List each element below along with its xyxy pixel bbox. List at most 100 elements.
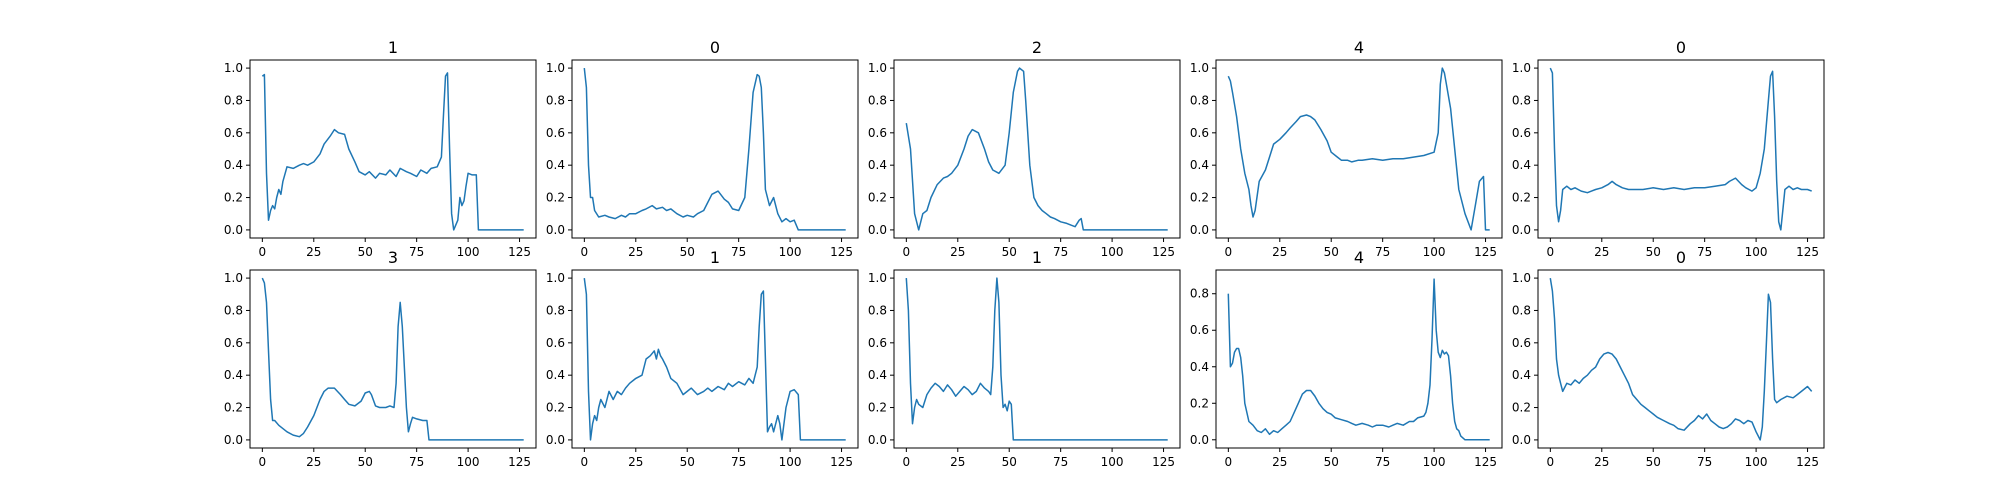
x-tick-label: 75 (409, 245, 424, 259)
x-tick-label: 25 (306, 245, 321, 259)
x-tick-label: 50 (1002, 455, 1017, 469)
x-tick-label: 75 (1697, 245, 1712, 259)
y-tick-label: 0.6 (224, 126, 243, 140)
y-tick-label: 0.2 (868, 401, 887, 415)
y-tick-label: 1.0 (224, 271, 243, 285)
y-tick-label: 0.0 (1190, 223, 1209, 237)
axes-frame (571, 269, 859, 449)
y-tick-label: 0.0 (1512, 223, 1531, 237)
x-tick-label: 125 (1152, 245, 1175, 259)
subplot-4: 0 25 50 75 100 125 0.0 0.2 0.4 0.6 0.8 1.0 4 (1190, 38, 1503, 259)
x-tick-label: 50 (1646, 245, 1661, 259)
subplot-title: 3 (388, 248, 398, 267)
x-tick-label: 0 (903, 245, 911, 259)
x-tick-label: 75 (1697, 455, 1712, 469)
x-tick-label: 125 (508, 245, 531, 259)
x-tick-label: 100 (1101, 245, 1124, 259)
y-tick-label: 1.0 (868, 61, 887, 75)
x-tick-label: 0 (259, 245, 267, 259)
y-tick-label: 0.4 (1190, 360, 1209, 374)
x-tick-label: 50 (680, 455, 695, 469)
y-tick-label: 0.2 (1190, 396, 1209, 410)
x-tick-label: 0 (1547, 245, 1555, 259)
subplot-7: 0 25 50 75 100 125 0.0 0.2 0.4 0.6 0.8 1.0 1 (546, 248, 859, 469)
x-tick-label: 125 (1474, 245, 1497, 259)
series-line (1227, 278, 1490, 441)
x-tick-label: 25 (628, 455, 643, 469)
axes-frame (1215, 59, 1503, 239)
axes-frame (249, 269, 537, 449)
x-tick-label: 50 (358, 455, 373, 469)
y-tick-label: 0.2 (546, 191, 565, 205)
x-tick-label: 25 (306, 455, 321, 469)
y-tick-label: 0.2 (868, 191, 887, 205)
x-tick-label: 75 (1053, 245, 1068, 259)
x-tick-label: 75 (1375, 245, 1390, 259)
x-tick-label: 75 (1375, 455, 1390, 469)
x-tick-label: 25 (1594, 245, 1609, 259)
y-tick-label: 1.0 (224, 61, 243, 75)
y-tick-label: 0.6 (1190, 323, 1209, 337)
y-tick-label: 0.4 (1512, 158, 1531, 172)
y-tick-label: 0.6 (868, 126, 887, 140)
subplot-6: 0 25 50 75 100 125 0.0 0.2 0.4 0.6 0.8 1.0 3 (224, 248, 537, 469)
y-tick-label: 0.0 (868, 433, 887, 447)
x-tick-label: 50 (1002, 245, 1017, 259)
y-tick-label: 0.6 (1190, 126, 1209, 140)
subplot-title: 1 (710, 248, 720, 267)
x-tick-label: 50 (1324, 455, 1339, 469)
subplot-9: 0 25 50 75 100 125 0.0 0.2 0.4 0.6 0.8 4 (1190, 248, 1503, 469)
y-tick-label: 0.4 (224, 368, 243, 382)
y-tick-label: 0.6 (224, 336, 243, 350)
x-tick-label: 100 (457, 455, 480, 469)
x-tick-label: 100 (1745, 455, 1768, 469)
subplot-title: 0 (1676, 248, 1686, 267)
series-line (1549, 277, 1813, 441)
y-tick-label: 0.8 (1512, 93, 1531, 107)
y-tick-label: 0.2 (1512, 191, 1531, 205)
y-tick-label: 0.6 (1512, 126, 1531, 140)
x-tick-label: 0 (1225, 455, 1233, 469)
y-tick-label: 1.0 (1190, 61, 1209, 75)
axes-frame (1215, 269, 1503, 449)
x-tick-label: 125 (1796, 455, 1819, 469)
y-tick-label: 0.0 (546, 433, 565, 447)
subplot-title: 4 (1354, 248, 1364, 267)
axes-frame (249, 59, 537, 239)
x-tick-label: 0 (903, 455, 911, 469)
y-tick-label: 0.8 (1190, 93, 1209, 107)
y-tick-label: 1.0 (868, 271, 887, 285)
x-tick-label: 125 (1796, 245, 1819, 259)
y-tick-label: 0.6 (546, 336, 565, 350)
axes-frame (893, 269, 1181, 449)
subplot-title: 1 (388, 38, 398, 57)
x-tick-label: 100 (1423, 455, 1446, 469)
axes-frame (1537, 59, 1825, 239)
series-line (905, 277, 1168, 441)
y-tick-label: 0.6 (1512, 336, 1531, 350)
series-line (583, 278, 846, 441)
axes-frame (893, 59, 1181, 239)
series-line (261, 277, 524, 441)
y-tick-label: 0.4 (868, 368, 887, 382)
series-line (583, 68, 846, 231)
x-tick-label: 100 (779, 455, 802, 469)
y-tick-label: 1.0 (1512, 271, 1531, 285)
x-tick-label: 50 (680, 245, 695, 259)
y-tick-label: 0.8 (546, 303, 565, 317)
x-tick-label: 125 (830, 455, 853, 469)
y-tick-label: 1.0 (546, 61, 565, 75)
x-tick-label: 0 (1547, 455, 1555, 469)
x-tick-label: 50 (1324, 245, 1339, 259)
axes-frame (571, 59, 859, 239)
x-tick-label: 0 (1225, 245, 1233, 259)
x-tick-label: 25 (628, 245, 643, 259)
y-tick-label: 0.0 (1512, 433, 1531, 447)
y-tick-label: 0.4 (1190, 158, 1209, 172)
y-tick-label: 0.4 (224, 158, 243, 172)
y-tick-label: 0.4 (868, 158, 887, 172)
series-line (1227, 67, 1490, 231)
x-tick-label: 125 (508, 455, 531, 469)
y-tick-label: 0.4 (1512, 368, 1531, 382)
